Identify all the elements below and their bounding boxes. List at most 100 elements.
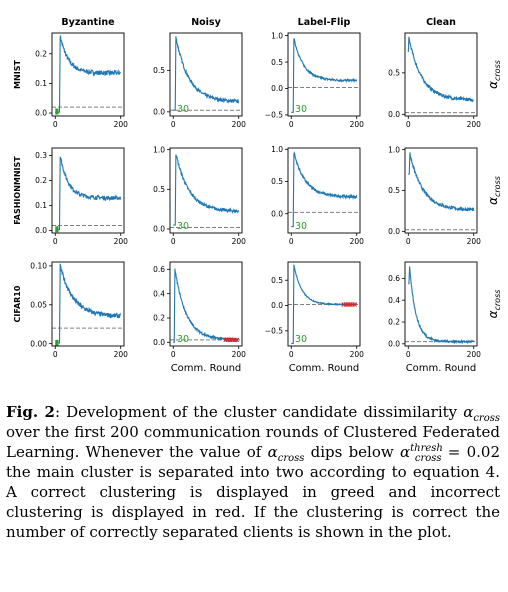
y-tick-label: 0.0	[388, 110, 400, 119]
axes-frame	[287, 32, 361, 117]
caption-alpha-cross-2: αcross	[267, 443, 305, 464]
x-tick-label: 0	[406, 120, 411, 129]
x-tick-label: 200	[350, 350, 365, 359]
caption-text-2: over the first 200 communication rounds …	[6, 423, 500, 461]
incorrect-clustering-marker	[223, 337, 239, 343]
column-title: Byzantine	[61, 17, 114, 28]
x-tick-label: 200	[114, 350, 129, 359]
row-label: CIFAR10	[13, 285, 22, 322]
caption-sep: :	[54, 403, 61, 421]
series-line	[55, 156, 122, 231]
y-tick-label: 0.5	[271, 276, 283, 285]
y-tick-label: 0.5	[153, 66, 165, 75]
y-tick-label: 0.0	[271, 209, 283, 218]
subplot-2-2: 30 0.0 0.5 1.0 0 200	[153, 145, 246, 246]
caption-alpha-cross: αcross	[463, 403, 500, 424]
subplot-1-2: 30 0.0 0.5 0 200 Noisy	[153, 17, 246, 129]
x-tick-label: 200	[232, 237, 247, 246]
y-tick-label: 1.0	[153, 145, 165, 154]
subplot-3-4: 0.0 0.2 0.4 0.6 0 200 Comm. Round αcross	[388, 261, 502, 374]
subplot-1-1: 0.0 0.1 0.2 0 200 Byzantine MNIST	[13, 17, 128, 129]
x-tick-label: 200	[350, 237, 365, 246]
y-tick-label: 0.1	[35, 201, 47, 210]
clients-count-label: 30	[177, 104, 189, 115]
y-tick-label: 0.4	[388, 296, 400, 305]
series-line	[408, 152, 475, 212]
axes-frame	[287, 261, 361, 347]
caption-text-3: dips below	[304, 443, 400, 461]
y-tick-label: 0.05	[30, 300, 47, 309]
subplot-1-3: 30 −0.5 0.0 0.5 1.0 0 200 Label-Flip	[265, 17, 364, 129]
x-tick-label: 0	[53, 350, 58, 359]
y-tick-label: 0.2	[35, 176, 47, 185]
y-tick-label: 0.0	[271, 301, 283, 310]
x-tick-label: 200	[467, 120, 482, 129]
x-tick-label: 200	[467, 237, 482, 246]
series-line	[173, 36, 239, 111]
x-tick-label: 200	[232, 350, 247, 359]
x-tick-label: 0	[406, 350, 411, 359]
y-tick-label: 0.5	[271, 177, 283, 186]
y-tick-label: −0.5	[265, 111, 283, 120]
incorrect-clustering-marker	[341, 302, 357, 307]
y-tick-label: 0.0	[388, 227, 400, 236]
caption-text-4: the main cluster is separated into two a…	[6, 463, 500, 541]
y-tick-label: 0.5	[388, 69, 400, 78]
y-tick-label: 0.2	[35, 49, 47, 58]
clients-count-label: 30	[295, 104, 307, 115]
y-tick-label: 1.0	[271, 145, 283, 154]
y-tick-label: 0.0	[35, 226, 47, 235]
y-tick-label: 0.0	[271, 84, 283, 93]
x-tick-label: 200	[232, 120, 247, 129]
correct-clustering-marker	[55, 108, 59, 115]
clients-count-label: 30	[295, 334, 307, 345]
x-tick-label: 0	[289, 350, 294, 359]
correct-clustering-marker	[55, 226, 59, 233]
subplot-1-4: 0.0 0.5 0 200 Clean αcross	[388, 17, 502, 129]
figure-grid: 0.0 0.1 0.2 0 200 Byzantine MNIST 30 0.0 0.5 0 200 N…	[13, 17, 502, 374]
y-tick-label: 0.0	[153, 338, 165, 347]
y-tick-label: 0.3	[35, 151, 47, 160]
caption-alpha-thresh: αthreshcross = 0.02	[399, 443, 500, 464]
y-tick-label: 0.10	[30, 262, 47, 271]
axes-frame	[51, 147, 125, 234]
subplot-3-2: 30 0.0 0.2 0.4 0.6 0 200 Comm. Round	[153, 261, 247, 374]
x-tick-label: 0	[53, 237, 58, 246]
x-axis-label: Comm. Round	[171, 363, 242, 374]
x-tick-label: 0	[406, 237, 411, 246]
x-tick-label: 0	[289, 120, 294, 129]
clients-count-label: 30	[177, 221, 189, 232]
y-tick-label: 0.5	[388, 186, 400, 195]
x-tick-label: 0	[171, 120, 176, 129]
y-tick-label: 0.4	[153, 289, 165, 298]
x-tick-label: 0	[53, 120, 58, 129]
subplot-3-1: 0.00 0.05 0.10 0 200 CIFAR10	[13, 261, 129, 359]
y-tick-label: 0.0	[388, 340, 400, 349]
series-line	[291, 38, 358, 113]
alpha-cross-label: αcross	[486, 60, 502, 89]
axes-frame	[169, 147, 243, 234]
x-axis-label: Comm. Round	[406, 363, 477, 374]
figure-caption: Fig. 2: Development of the cluster candi…	[6, 402, 500, 542]
y-tick-label: 0.5	[153, 185, 165, 194]
series-line	[55, 35, 122, 113]
column-title: Clean	[426, 17, 456, 28]
clients-count-label: 30	[177, 334, 189, 345]
column-title: Noisy	[191, 17, 221, 28]
y-tick-label: 1.0	[271, 31, 283, 40]
subplot-2-3: 30 0.0 0.5 1.0 0 200	[271, 145, 364, 246]
series-line	[291, 151, 358, 228]
x-tick-label: 0	[289, 237, 294, 246]
subplot-2-4: 0.0 0.5 1.0 0 200 αcross	[388, 145, 502, 246]
caption-text-1: Development of the cluster candidate dis…	[60, 403, 464, 421]
axes-frame	[287, 147, 361, 234]
correct-clustering-marker	[55, 339, 59, 346]
x-axis-label: Comm. Round	[289, 363, 360, 374]
subplot-2-1: 0.0 0.1 0.2 0.3 0 200 FASHIONMNIST	[13, 147, 128, 246]
series-line	[173, 154, 240, 226]
y-tick-label: 0.6	[388, 274, 400, 283]
series-line	[173, 268, 240, 343]
axes-frame	[404, 261, 478, 347]
series-line	[55, 263, 121, 344]
axes-frame	[404, 147, 478, 234]
